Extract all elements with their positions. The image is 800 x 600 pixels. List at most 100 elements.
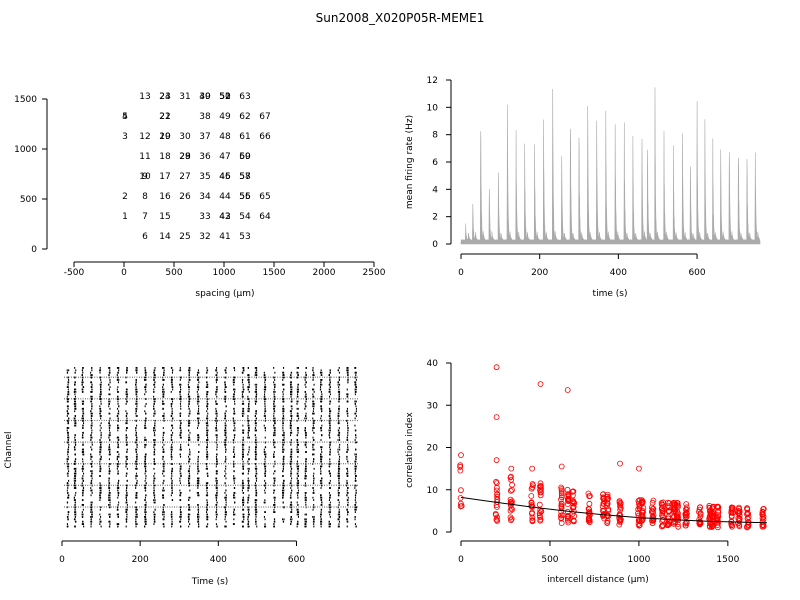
raster-spike <box>247 523 249 525</box>
raster-spike <box>135 506 137 509</box>
raster-spike <box>248 405 250 408</box>
raster-spike <box>282 419 284 422</box>
raster-spike <box>248 427 250 429</box>
raster-spike <box>75 479 77 482</box>
raster-spike <box>233 508 235 511</box>
raster-spike <box>355 525 357 528</box>
raster-spike <box>67 434 69 437</box>
electrode-labels: 1234567891011121314151617181920212223242… <box>122 92 271 242</box>
raster-spike <box>81 374 83 376</box>
raster-spike <box>337 439 339 441</box>
raster-spike <box>320 516 322 518</box>
raster-spike <box>304 391 306 393</box>
raster-spike <box>347 376 349 378</box>
electrode-label-11: 11 <box>139 152 150 162</box>
raster-spike <box>116 367 118 369</box>
raster-spike <box>197 487 199 489</box>
raster-spike <box>206 391 208 393</box>
raster-spike <box>223 506 225 508</box>
raster-spike <box>255 504 257 506</box>
raster-spike <box>286 506 288 508</box>
raster-spike <box>233 482 235 485</box>
raster-spike <box>273 400 275 403</box>
raster-spike <box>178 398 180 400</box>
raster-spike <box>264 383 266 386</box>
correlation-point <box>507 487 514 494</box>
raster-spike <box>100 417 102 420</box>
raster-spike <box>100 393 102 396</box>
raster-spike <box>178 463 180 465</box>
correlation-x-tick-label: 0 <box>458 555 464 565</box>
raster-spike <box>206 403 208 405</box>
raster-spike <box>338 511 340 513</box>
raster-spike <box>243 388 245 391</box>
raster-spike <box>338 477 340 480</box>
raster-spike <box>298 465 300 468</box>
raster-spike <box>264 463 266 465</box>
raster-spike <box>126 436 128 439</box>
raster-spike <box>215 518 217 521</box>
raster-spike <box>305 506 307 508</box>
raster-spike <box>100 496 102 499</box>
raster-spike <box>99 448 101 451</box>
raster-spike <box>117 376 119 378</box>
raster-spike <box>100 446 102 449</box>
raster-spike <box>215 494 217 497</box>
raster-spike <box>350 463 351 465</box>
raster-spike <box>256 508 258 511</box>
raster-spike <box>354 424 356 427</box>
raster-spike <box>71 419 72 422</box>
raster-spike <box>189 436 191 439</box>
raster-spike <box>312 400 314 403</box>
raster-spike <box>244 398 246 400</box>
raster-spike <box>234 400 236 403</box>
firing-rate-y-tick-label: 8 <box>432 131 438 141</box>
raster-spike <box>273 381 275 384</box>
raster-spike <box>329 376 331 379</box>
raster-spike <box>270 398 272 400</box>
raster-spike <box>253 484 255 486</box>
raster-spike <box>274 520 276 523</box>
raster-spike <box>198 525 200 528</box>
raster-spike <box>290 501 292 504</box>
raster-spike <box>254 419 256 422</box>
raster-spike <box>274 386 276 388</box>
raster-spike <box>163 460 165 463</box>
raster-spike <box>346 407 348 410</box>
raster-spike <box>188 479 190 482</box>
raster-spike <box>297 374 299 376</box>
raster-spike <box>195 376 197 378</box>
raster-spike <box>89 463 91 465</box>
electrode-label-6: 6 <box>142 232 148 242</box>
raster-spike <box>188 484 190 487</box>
raster-spike <box>216 412 218 415</box>
raster-spike <box>68 419 70 422</box>
raster-spike <box>282 492 284 494</box>
raster-spike <box>241 520 243 523</box>
raster-spike <box>81 467 83 470</box>
raster-spike <box>247 422 249 425</box>
raster-spike <box>100 436 102 439</box>
raster-spike <box>206 506 208 509</box>
raster-spike <box>263 398 265 400</box>
raster-spike <box>136 455 138 458</box>
raster-spike <box>224 386 226 388</box>
raster-spike <box>328 504 330 506</box>
raster-spike <box>264 501 266 504</box>
raster-spike <box>291 455 293 458</box>
raster-spike <box>197 419 199 422</box>
raster-spike <box>155 506 157 508</box>
raster-spike <box>139 419 140 422</box>
raster-spike <box>216 374 218 376</box>
raster-spike <box>239 463 241 465</box>
raster-spike <box>218 484 220 486</box>
raster-spike <box>255 393 257 396</box>
raster-spike <box>66 482 68 485</box>
raster-spike <box>246 484 248 486</box>
raster-spike <box>136 475 138 477</box>
raster-spike <box>347 470 349 473</box>
raster-spike <box>108 487 110 489</box>
raster-spike <box>264 386 266 388</box>
raster-spike <box>273 504 275 506</box>
